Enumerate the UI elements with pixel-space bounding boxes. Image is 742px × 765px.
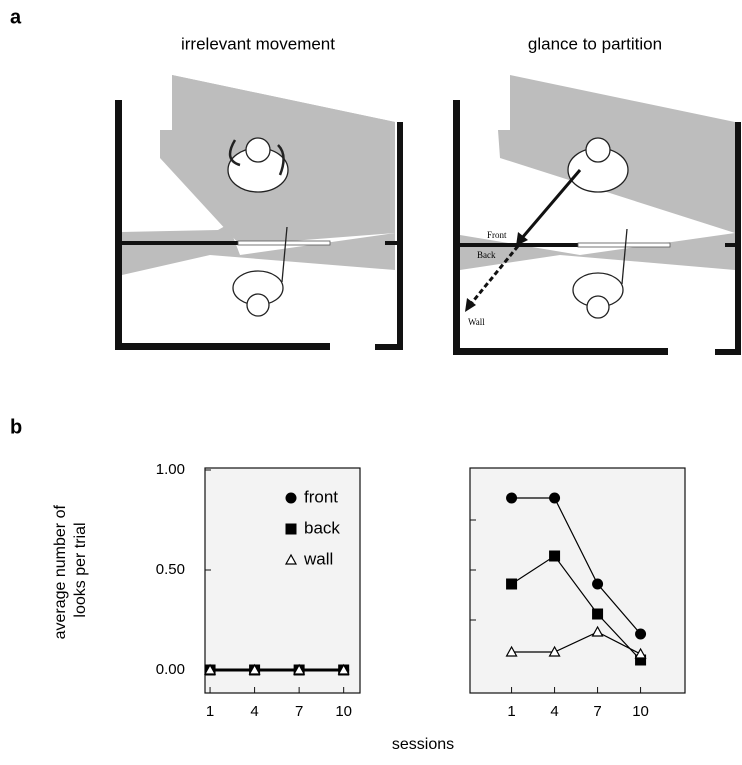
marker xyxy=(337,663,350,675)
arrow-head xyxy=(465,298,476,312)
series-line xyxy=(511,631,641,655)
wall xyxy=(735,122,741,355)
marker xyxy=(506,492,518,504)
arrow-head xyxy=(516,232,528,246)
panel-label: a xyxy=(10,6,22,28)
marker xyxy=(592,578,604,590)
y-axis-label-line: looks per trial xyxy=(72,522,89,617)
marker xyxy=(505,645,518,657)
legend-marker xyxy=(284,553,298,565)
partition-glass xyxy=(237,240,331,246)
legend-marker xyxy=(285,523,297,535)
marker xyxy=(634,647,647,659)
person xyxy=(567,137,629,319)
partition xyxy=(122,241,238,245)
gaze-arrow xyxy=(520,169,582,239)
x-tick-label: 7 xyxy=(593,703,601,720)
series-line xyxy=(511,497,642,635)
x-tick-label: 4 xyxy=(550,703,558,720)
legend-marker xyxy=(285,492,297,504)
partition xyxy=(725,243,735,247)
marker xyxy=(635,654,647,666)
marker xyxy=(549,550,561,562)
marker xyxy=(248,663,261,675)
marker xyxy=(635,628,647,640)
wall xyxy=(375,344,403,350)
x-tick-label: 7 xyxy=(295,703,303,720)
x-tick-label: 10 xyxy=(335,703,352,720)
x-tick-label: 1 xyxy=(507,703,515,720)
panel-label: b xyxy=(10,416,22,438)
marker xyxy=(506,578,518,590)
wall xyxy=(453,100,460,355)
wall xyxy=(115,100,122,350)
series-line xyxy=(511,555,642,661)
person xyxy=(227,137,289,317)
gaze-arrow-dashed xyxy=(468,245,520,306)
marker xyxy=(592,608,604,620)
x-tick-label: 1 xyxy=(206,703,214,720)
y-axis-label: average number of looks per trial xyxy=(52,501,89,640)
partition xyxy=(460,243,578,247)
wall xyxy=(715,349,741,355)
marker xyxy=(293,663,306,675)
wall xyxy=(397,122,403,350)
partition-glass xyxy=(577,242,671,248)
partition xyxy=(385,241,397,245)
illustration-title: irrelevant movement xyxy=(181,34,335,53)
y-tick-label: 1.00 xyxy=(156,461,185,478)
marker xyxy=(548,645,561,657)
illustration-left xyxy=(115,75,403,350)
y-tick-label: 0.00 xyxy=(156,661,185,678)
illustration-title: glance to partition xyxy=(528,34,662,53)
x-axis-label: sessions xyxy=(392,736,454,753)
marker xyxy=(204,663,217,675)
x-tick-label: 4 xyxy=(250,703,258,720)
legend-label: wall xyxy=(303,549,333,568)
plot-area xyxy=(469,467,686,694)
wall xyxy=(453,348,668,355)
y-tick-label: 0.50 xyxy=(156,561,185,578)
marker xyxy=(549,492,561,504)
wall xyxy=(115,343,330,350)
y-axis-label-line: average number of xyxy=(52,505,69,640)
plot-area xyxy=(204,467,361,694)
x-tick-label: 10 xyxy=(632,703,649,720)
legend-label: back xyxy=(304,518,340,537)
legend-label: front xyxy=(304,487,338,506)
annotation: Wall xyxy=(468,317,485,327)
annotation: Front xyxy=(487,230,507,240)
marker xyxy=(591,625,604,637)
illustration-right: Front Back Wall xyxy=(453,75,741,355)
annotation: Back xyxy=(477,250,496,260)
